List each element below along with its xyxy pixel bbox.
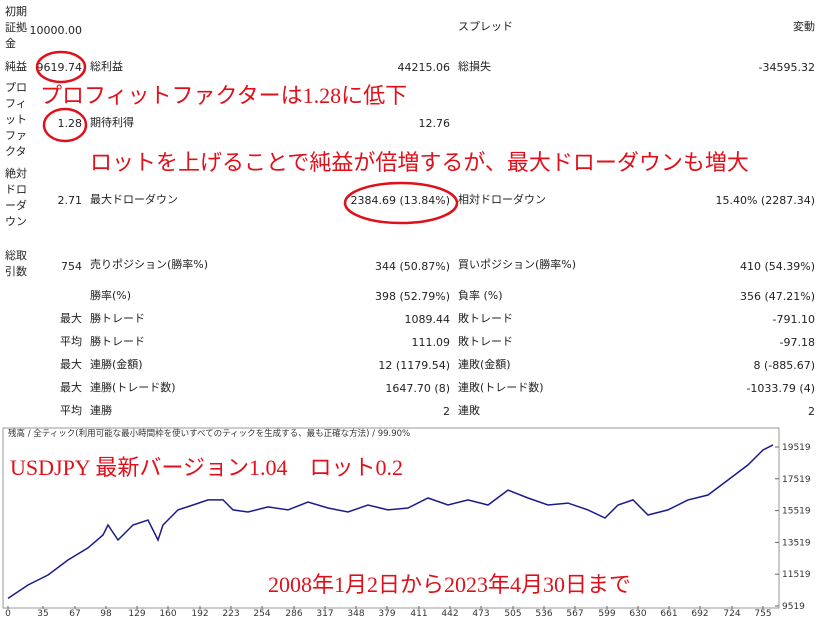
chart-title: 残高 / 全ティック(利用可能な最小時間枠を使いすべてのティックを生成する、最も…: [8, 428, 410, 439]
x-tick-label: 599: [598, 609, 615, 619]
value: 2: [808, 405, 815, 418]
value: 2384.69 (13.84%): [350, 194, 450, 207]
x-tick-label: 223: [222, 609, 239, 619]
value: 1647.70 (8): [385, 382, 450, 395]
plot-frame: [2, 427, 780, 609]
value: -97.18: [779, 336, 815, 349]
x-tick-label: 411: [410, 609, 427, 619]
value: 398 (52.79%): [374, 290, 450, 303]
x-tick-label: 567: [566, 609, 583, 619]
value: 2: [443, 405, 450, 418]
label: 連敗(金額): [458, 358, 511, 371]
y-tick-label: 19519: [782, 443, 811, 453]
label: 敗トレード: [458, 335, 513, 348]
value: 410 (54.39%): [739, 260, 815, 273]
label: 総取引数: [5, 249, 27, 278]
label: 売りポジション(勝率%): [90, 258, 209, 271]
label: スプレッド: [458, 20, 513, 33]
label: 相対ドローダウン: [458, 193, 546, 206]
annotation: プロフィットファクターは1.28に低下: [40, 83, 408, 108]
y-tick-label: 13519: [782, 538, 811, 548]
x-tick-label: 286: [285, 609, 302, 619]
label: 連勝: [90, 404, 112, 417]
value: 12.76: [418, 117, 451, 130]
label: 最大: [60, 358, 82, 371]
chart-annotation: 2008年1月2日から2023年4月30日まで: [268, 572, 632, 597]
label: 連敗: [458, 404, 480, 417]
balance-chart: 残高 / 全ティック(利用可能な最小時間枠を使いすべてのティックを生成する、最も…: [2, 427, 811, 619]
label: 最大: [60, 381, 82, 394]
label: 平均: [60, 404, 82, 417]
x-tick-label: 505: [504, 609, 521, 619]
value: 8 (-885.67): [753, 359, 815, 372]
x-tick-label: 473: [472, 609, 489, 619]
label: 買いポジション(勝率%): [458, 258, 577, 271]
label: プロフィットファクタ: [5, 81, 27, 158]
x-tick-label: 129: [128, 609, 145, 619]
x-tick-label: 442: [441, 609, 458, 619]
y-tick-label: 17519: [782, 475, 811, 485]
x-tick-label: 536: [535, 609, 552, 619]
value: 10000.00: [29, 24, 83, 37]
label: 敗トレード: [458, 312, 513, 325]
x-tick-label: 348: [347, 609, 364, 619]
label: 最大ドローダウン: [90, 193, 178, 206]
label: 負率 (%): [458, 289, 503, 302]
annotation: ロットを上げることで純益が倍増するが、最大ドローダウンも増大: [90, 150, 749, 175]
x-tick-label: 0: [5, 609, 11, 619]
value: -1033.79 (4): [746, 382, 815, 395]
y-tick-label: 9519: [782, 602, 805, 612]
x-tick-label: 661: [660, 609, 677, 619]
value: 111.09: [411, 336, 451, 349]
x-tick-label: 254: [253, 609, 270, 619]
label: 純益: [5, 60, 27, 73]
label: 連勝(トレード数): [90, 381, 176, 394]
label: 勝率(%): [90, 289, 132, 302]
label: 初期証拠金: [5, 5, 27, 50]
label: 絶対ドローダウン: [5, 167, 27, 228]
value: 2.71: [57, 194, 83, 207]
x-tick-label: 67: [69, 609, 80, 619]
value: 変動: [793, 20, 815, 33]
x-tick-label: 192: [191, 609, 208, 619]
value: 1.28: [57, 117, 83, 130]
highlight-ellipse: [343, 181, 459, 225]
highlight-ellipse: [42, 107, 88, 143]
value: 12 (1179.54): [378, 359, 450, 372]
y-tick-label: 11519: [782, 570, 811, 580]
label: 連敗(トレード数): [458, 381, 544, 394]
value: 44215.06: [397, 61, 451, 74]
value: 1089.44: [404, 313, 451, 326]
value: 356 (47.21%): [739, 290, 815, 303]
x-tick-label: 317: [316, 609, 333, 619]
value: -791.10: [772, 313, 815, 326]
x-tick-label: 98: [100, 609, 112, 619]
label: 総損失: [458, 60, 491, 73]
label: 期待利得: [90, 116, 134, 129]
y-tick-label: 15519: [782, 507, 811, 517]
x-tick-label: 35: [37, 609, 48, 619]
label: 最大: [60, 312, 82, 325]
value: -34595.32: [758, 61, 815, 74]
x-tick-label: 692: [691, 609, 708, 619]
balance-line: [7, 444, 774, 600]
highlight-ellipse: [35, 50, 87, 84]
chart-annotation: USDJPY 最新バージョン1.04 ロット0.2: [10, 455, 403, 480]
label: 連勝(金額): [90, 358, 143, 371]
label: 勝トレード: [90, 312, 145, 325]
x-tick-label: 630: [629, 609, 646, 619]
label: 勝トレード: [90, 335, 145, 348]
x-tick-label: 724: [723, 609, 740, 619]
x-tick-label: 755: [754, 609, 771, 619]
value: 754: [61, 260, 82, 273]
value: 9619.74: [36, 61, 83, 74]
value: 15.40% (2287.34): [715, 194, 815, 207]
x-tick-label: 379: [378, 609, 395, 619]
x-tick-label: 160: [159, 609, 176, 619]
label: 平均: [60, 335, 82, 348]
value: 344 (50.87%): [374, 260, 450, 273]
highlight-overlay: [35, 50, 459, 225]
label: 総利益: [90, 60, 123, 73]
